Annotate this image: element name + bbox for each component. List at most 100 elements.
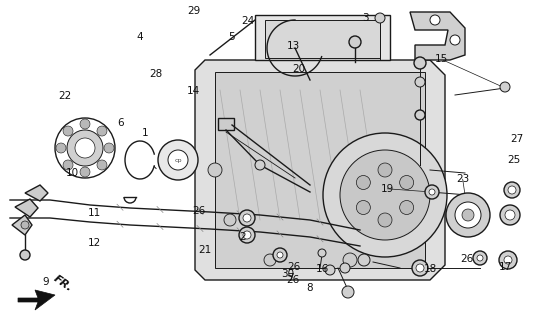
Text: 19: 19: [381, 184, 394, 194]
Polygon shape: [410, 12, 465, 60]
Circle shape: [415, 77, 425, 87]
Text: 4: 4: [137, 32, 143, 42]
Polygon shape: [195, 60, 445, 280]
Circle shape: [63, 160, 73, 170]
Circle shape: [323, 133, 447, 257]
Circle shape: [239, 210, 255, 226]
Polygon shape: [18, 290, 55, 310]
Text: 14: 14: [187, 86, 200, 96]
Text: 12: 12: [88, 238, 101, 248]
Circle shape: [500, 82, 510, 92]
Circle shape: [416, 264, 424, 272]
FancyBboxPatch shape: [218, 118, 234, 130]
Circle shape: [318, 249, 326, 257]
Circle shape: [97, 126, 107, 136]
Polygon shape: [215, 72, 425, 268]
Circle shape: [255, 160, 265, 170]
Circle shape: [430, 15, 440, 25]
Circle shape: [20, 250, 30, 260]
Circle shape: [55, 118, 115, 178]
Circle shape: [400, 175, 414, 189]
Circle shape: [67, 130, 103, 166]
Text: 18: 18: [424, 264, 437, 274]
Text: 30: 30: [281, 268, 294, 279]
Text: 13: 13: [287, 41, 300, 52]
Text: 25: 25: [507, 155, 520, 165]
Circle shape: [425, 185, 439, 199]
Text: cp: cp: [174, 157, 182, 163]
Circle shape: [450, 35, 460, 45]
Text: 6: 6: [118, 118, 124, 128]
Text: 7: 7: [287, 273, 294, 284]
Circle shape: [415, 110, 425, 120]
Circle shape: [504, 182, 520, 198]
Circle shape: [273, 248, 287, 262]
Circle shape: [243, 214, 251, 222]
Text: 1: 1: [142, 128, 148, 138]
Circle shape: [455, 202, 481, 228]
Circle shape: [358, 254, 370, 266]
Circle shape: [264, 254, 276, 266]
Circle shape: [378, 163, 392, 177]
Circle shape: [375, 13, 385, 23]
Circle shape: [342, 286, 354, 298]
Text: 20: 20: [292, 64, 305, 74]
Circle shape: [343, 253, 357, 267]
Circle shape: [378, 213, 392, 227]
Circle shape: [356, 201, 370, 214]
Text: 2: 2: [239, 232, 245, 242]
Circle shape: [158, 140, 198, 180]
Text: FR.: FR.: [52, 274, 75, 294]
Circle shape: [412, 260, 428, 276]
Text: 17: 17: [499, 262, 512, 272]
Text: 27: 27: [510, 134, 523, 144]
Circle shape: [462, 209, 474, 221]
Text: 3: 3: [363, 12, 369, 23]
Circle shape: [239, 227, 255, 243]
Circle shape: [414, 57, 426, 69]
Text: 15: 15: [435, 54, 448, 64]
Text: 5: 5: [228, 32, 235, 42]
Text: 24: 24: [241, 16, 254, 26]
Circle shape: [80, 167, 90, 177]
Circle shape: [340, 263, 350, 273]
Circle shape: [168, 150, 188, 170]
Text: 10: 10: [66, 168, 79, 178]
Circle shape: [63, 126, 73, 136]
Text: 26: 26: [288, 262, 301, 272]
Circle shape: [473, 251, 487, 265]
Circle shape: [500, 205, 520, 225]
Circle shape: [505, 210, 515, 220]
Circle shape: [477, 255, 483, 261]
Text: 23: 23: [456, 174, 469, 184]
Text: 16: 16: [316, 264, 329, 274]
Text: 26: 26: [193, 206, 206, 216]
Circle shape: [75, 138, 95, 158]
Text: 8: 8: [306, 283, 313, 293]
Circle shape: [325, 265, 335, 275]
Polygon shape: [15, 199, 38, 217]
Text: 29: 29: [187, 6, 200, 16]
Circle shape: [21, 221, 29, 229]
Text: 9: 9: [43, 276, 49, 287]
Circle shape: [508, 186, 516, 194]
Polygon shape: [25, 185, 48, 201]
Circle shape: [208, 163, 222, 177]
Text: 11: 11: [88, 208, 101, 218]
Circle shape: [104, 143, 114, 153]
Circle shape: [243, 231, 251, 239]
Circle shape: [356, 175, 370, 189]
Circle shape: [504, 256, 512, 264]
Polygon shape: [12, 215, 32, 235]
Circle shape: [499, 251, 517, 269]
Circle shape: [56, 143, 66, 153]
Circle shape: [224, 214, 236, 226]
Text: 26: 26: [461, 254, 473, 264]
Circle shape: [277, 252, 283, 258]
Polygon shape: [265, 20, 380, 58]
Circle shape: [97, 160, 107, 170]
Circle shape: [446, 193, 490, 237]
Circle shape: [80, 119, 90, 129]
Polygon shape: [255, 15, 390, 60]
Circle shape: [349, 36, 361, 48]
